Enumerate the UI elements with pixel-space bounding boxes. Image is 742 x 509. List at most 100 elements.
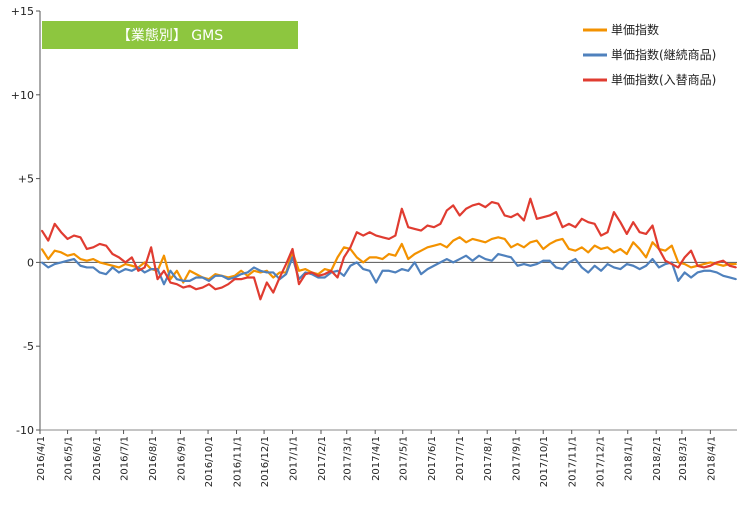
data-point [651,224,654,227]
data-point [407,226,410,228]
data-point [195,273,197,275]
data-point [735,278,737,280]
data-point [375,281,377,284]
data-point [503,238,506,240]
data-point [439,223,442,225]
data-point [73,253,75,255]
data-point [439,243,442,245]
data-point [523,219,525,222]
data-point [311,271,313,274]
data-point [105,244,107,247]
data-point [452,261,455,264]
data-point [484,258,487,260]
series-2 [41,252,737,286]
data-point [696,271,699,274]
y-tick-label: +10 [11,89,34,102]
data-point [201,286,204,289]
data-point [214,275,217,277]
data-point [79,236,82,239]
data-point [716,271,718,274]
data-point [368,256,371,259]
data-point [246,271,249,274]
data-point [330,269,332,272]
data-point [465,254,467,257]
data-point [703,269,705,272]
data-point [156,268,159,270]
data-point [523,263,525,265]
data-point [208,283,210,285]
data-point [452,204,455,207]
data-point [683,271,686,274]
data-point [613,266,615,269]
data-point [581,246,583,249]
data-point [690,266,692,269]
data-point [92,266,95,269]
data-point [356,256,358,259]
y-tick-label: +5 [18,173,34,186]
data-point [664,259,667,262]
data-point [188,280,191,282]
data-point [484,206,487,208]
data-point [298,283,300,285]
x-tick-label: 2018/1/1 [624,436,635,481]
data-point [343,256,345,259]
data-point [619,248,622,250]
data-point [388,238,390,240]
data-point [413,228,416,230]
data-point [278,276,281,279]
data-point [86,248,88,250]
data-point [253,269,255,272]
data-point [510,256,512,259]
legend-item: 単価指数(入替商品) [583,72,716,87]
data-point [336,269,339,272]
data-point [381,258,384,260]
data-point [593,223,596,225]
data-point [478,239,480,242]
data-point [690,276,692,279]
data-point [356,261,358,264]
x-tick-label: 2017/4/1 [371,436,382,481]
data-point [98,261,101,264]
y-tick-label: -5 [23,340,34,353]
data-point [420,273,422,275]
data-point [593,244,596,247]
data-point [92,258,95,260]
data-point [568,248,570,250]
y-tick-label: -10 [16,424,34,437]
data-point [285,263,287,265]
data-point [574,226,577,228]
data-point [465,241,467,244]
data-point [143,271,146,274]
data-point [529,197,532,200]
data-point [246,276,249,279]
x-tick-label: 2016/12/1 [260,436,271,487]
data-point [163,254,165,257]
data-point [465,207,467,210]
data-point [111,253,114,255]
data-point [259,269,262,272]
data-point [304,271,307,274]
data-point [503,214,506,217]
data-point [574,258,577,260]
data-point [536,239,538,242]
x-tick-label: 2017/6/1 [427,436,438,481]
data-point [458,236,461,239]
data-point [221,275,223,277]
data-point [645,264,647,267]
data-point [555,239,557,242]
legend-label: 単価指数(入替商品) [611,72,716,87]
data-point [246,275,249,277]
data-point [266,281,268,284]
data-point [66,259,69,262]
data-point [728,276,731,279]
data-point [497,253,500,255]
data-point [86,266,88,269]
data-point [548,214,551,217]
data-point [600,248,602,250]
data-point [60,261,62,264]
x-tick-label: 2017/9/1 [512,436,523,481]
data-point [593,264,596,267]
data-point [638,268,641,270]
axes: -10 -5 0 +5 +10 +15 2016/4/1 2016/5/1 2016/6/1 20… [11,5,737,487]
data-point [426,246,429,249]
